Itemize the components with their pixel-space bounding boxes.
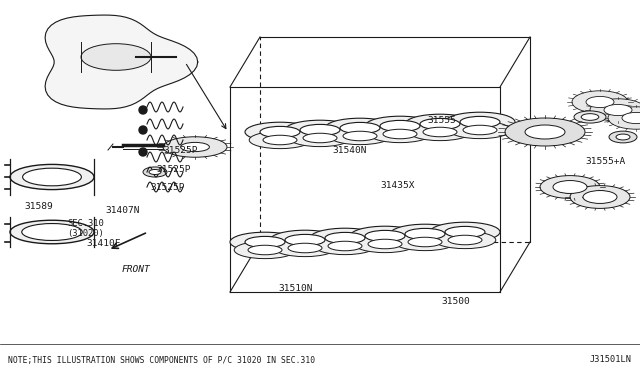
Text: NOTE;THIS ILLUSTRATION SHOWS COMPONENTS OF P/C 31020 IN SEC.310: NOTE;THIS ILLUSTRATION SHOWS COMPONENTS … — [8, 356, 315, 365]
Ellipse shape — [445, 227, 485, 238]
Ellipse shape — [409, 124, 471, 141]
Text: 31525P: 31525P — [163, 146, 198, 155]
Ellipse shape — [434, 231, 496, 248]
Ellipse shape — [149, 170, 161, 174]
Text: J31501LN: J31501LN — [590, 356, 632, 365]
Ellipse shape — [423, 127, 457, 137]
Ellipse shape — [22, 224, 82, 240]
Ellipse shape — [300, 124, 340, 136]
Polygon shape — [45, 15, 198, 109]
Ellipse shape — [248, 245, 282, 255]
Ellipse shape — [285, 234, 325, 246]
Ellipse shape — [22, 168, 81, 186]
Ellipse shape — [420, 118, 460, 129]
Ellipse shape — [390, 224, 460, 244]
Ellipse shape — [394, 233, 456, 251]
Text: 31540N: 31540N — [333, 146, 367, 155]
Ellipse shape — [274, 239, 336, 257]
Ellipse shape — [604, 105, 632, 116]
Ellipse shape — [234, 241, 296, 259]
Ellipse shape — [383, 129, 417, 139]
Text: 31525P: 31525P — [157, 165, 191, 174]
Ellipse shape — [81, 44, 151, 70]
Ellipse shape — [365, 116, 435, 136]
Ellipse shape — [448, 235, 482, 245]
Ellipse shape — [586, 96, 614, 108]
Ellipse shape — [583, 190, 617, 203]
Text: 31510N: 31510N — [278, 284, 313, 293]
Text: 31525P: 31525P — [150, 183, 185, 192]
Ellipse shape — [289, 129, 351, 147]
Text: 31555: 31555 — [428, 116, 456, 125]
Ellipse shape — [430, 222, 500, 242]
Ellipse shape — [343, 131, 377, 141]
Ellipse shape — [285, 120, 355, 140]
Ellipse shape — [303, 133, 337, 143]
Circle shape — [139, 148, 147, 156]
Ellipse shape — [143, 167, 167, 177]
Ellipse shape — [449, 121, 511, 139]
Ellipse shape — [329, 127, 391, 145]
Ellipse shape — [570, 186, 630, 208]
Ellipse shape — [368, 239, 402, 249]
Text: FRONT: FRONT — [122, 265, 150, 274]
Ellipse shape — [405, 228, 445, 240]
Ellipse shape — [553, 180, 587, 193]
Ellipse shape — [540, 176, 600, 198]
Ellipse shape — [408, 237, 442, 247]
Ellipse shape — [365, 230, 405, 241]
Text: 31500: 31500 — [442, 297, 470, 306]
Ellipse shape — [616, 134, 630, 140]
Ellipse shape — [463, 125, 497, 135]
Ellipse shape — [608, 107, 640, 129]
Text: SEC.310
(31020): SEC.310 (31020) — [67, 219, 104, 238]
Ellipse shape — [369, 125, 431, 142]
Ellipse shape — [590, 99, 640, 121]
Ellipse shape — [340, 122, 380, 134]
Text: 31589: 31589 — [24, 202, 53, 211]
Ellipse shape — [574, 111, 606, 123]
Ellipse shape — [245, 236, 285, 248]
Ellipse shape — [325, 232, 365, 244]
Ellipse shape — [572, 91, 628, 113]
Ellipse shape — [249, 131, 311, 149]
Ellipse shape — [460, 116, 500, 128]
Ellipse shape — [263, 135, 297, 145]
Ellipse shape — [380, 121, 420, 132]
Ellipse shape — [622, 112, 640, 124]
Ellipse shape — [525, 125, 565, 139]
Text: 31407N: 31407N — [106, 206, 140, 215]
Text: 31435X: 31435X — [381, 182, 415, 190]
Ellipse shape — [328, 241, 362, 251]
Ellipse shape — [325, 118, 395, 138]
Circle shape — [139, 106, 147, 114]
Ellipse shape — [260, 126, 300, 138]
Text: 31410F: 31410F — [86, 239, 121, 248]
Ellipse shape — [350, 226, 420, 246]
Ellipse shape — [310, 228, 380, 248]
Ellipse shape — [609, 131, 637, 143]
Ellipse shape — [230, 232, 300, 252]
Ellipse shape — [354, 235, 416, 253]
Circle shape — [139, 126, 147, 134]
Ellipse shape — [405, 114, 475, 134]
Ellipse shape — [163, 137, 227, 157]
Text: 31555+A: 31555+A — [586, 157, 626, 166]
Ellipse shape — [288, 243, 322, 253]
Ellipse shape — [10, 220, 94, 244]
Ellipse shape — [581, 114, 599, 121]
Ellipse shape — [314, 237, 376, 254]
Ellipse shape — [10, 164, 94, 190]
Ellipse shape — [180, 142, 209, 152]
Ellipse shape — [270, 230, 340, 250]
Ellipse shape — [245, 122, 315, 142]
Ellipse shape — [445, 112, 515, 132]
Ellipse shape — [505, 118, 585, 146]
